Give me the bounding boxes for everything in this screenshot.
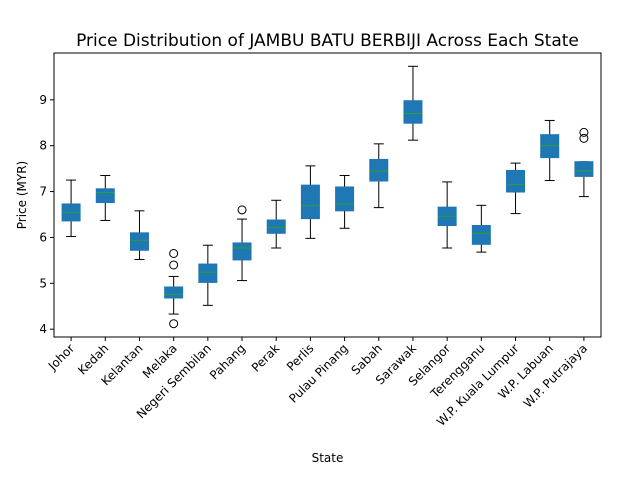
box-iqr [266, 219, 286, 234]
outlier-point [169, 248, 179, 258]
box-iqr [95, 188, 115, 204]
box-iqr [129, 232, 149, 251]
box-iqr [574, 161, 594, 177]
box-w-p-putrajaya [574, 127, 594, 198]
y-tick-label: 9 [39, 93, 47, 107]
box-sabah [369, 143, 389, 209]
outlier-point [579, 133, 589, 143]
outlier-point [579, 127, 589, 137]
y-tick-label: 8 [39, 139, 47, 153]
box-pahang [232, 205, 252, 282]
plot-area [53, 52, 602, 338]
box-perlis [300, 165, 320, 239]
box-iqr [232, 242, 252, 261]
box-negeri-sembilan [198, 244, 218, 306]
box-iqr [403, 100, 423, 124]
box-iqr [506, 169, 526, 193]
box-sarawak [403, 65, 423, 141]
box-iqr [164, 286, 184, 299]
box-kelantan [129, 210, 149, 260]
outlier-point [169, 260, 179, 270]
x-tick-label: Pahang [207, 341, 248, 382]
box-perak [266, 199, 286, 249]
y-axis: 4 5 6 7 8 9 [39, 93, 54, 336]
plot-frame [53, 52, 602, 338]
x-tick-label: Perak [249, 341, 283, 375]
x-tick-label: Johor [45, 341, 77, 373]
y-tick-label: 6 [39, 230, 47, 244]
box-terengganu [471, 204, 491, 253]
box-iqr [471, 225, 491, 245]
x-tick-label: W.P. Putrajaya [521, 341, 590, 410]
y-tick-label: 4 [39, 322, 47, 336]
box-pulau-pinang [335, 175, 355, 229]
box-iqr [300, 184, 320, 220]
outlier-point [169, 319, 179, 329]
y-axis-label: Price (MYR) [15, 161, 29, 229]
box-kedah [95, 175, 115, 221]
chart-title: Price Distribution of JAMBU BATU BERBIJI… [76, 31, 579, 51]
x-axis-label: State [312, 451, 344, 465]
box-iqr [198, 263, 218, 283]
box-iqr [335, 186, 355, 212]
box-iqr [369, 158, 389, 182]
box-w-p-kuala-lumpur [506, 162, 526, 215]
box-melaka [164, 248, 184, 329]
y-tick-label: 5 [39, 276, 47, 290]
box-johor [61, 179, 81, 238]
box-w-p-labuan [540, 119, 560, 182]
x-tick-label: Perlis [284, 341, 317, 374]
box-selangor [437, 181, 457, 249]
outlier-point [237, 205, 247, 215]
y-tick-label: 7 [39, 185, 47, 199]
